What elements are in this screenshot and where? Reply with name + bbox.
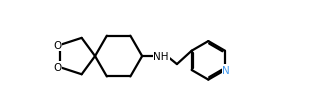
Text: NH: NH xyxy=(154,52,169,61)
Text: N: N xyxy=(222,65,230,75)
Text: O: O xyxy=(53,40,61,50)
Text: O: O xyxy=(53,63,61,73)
